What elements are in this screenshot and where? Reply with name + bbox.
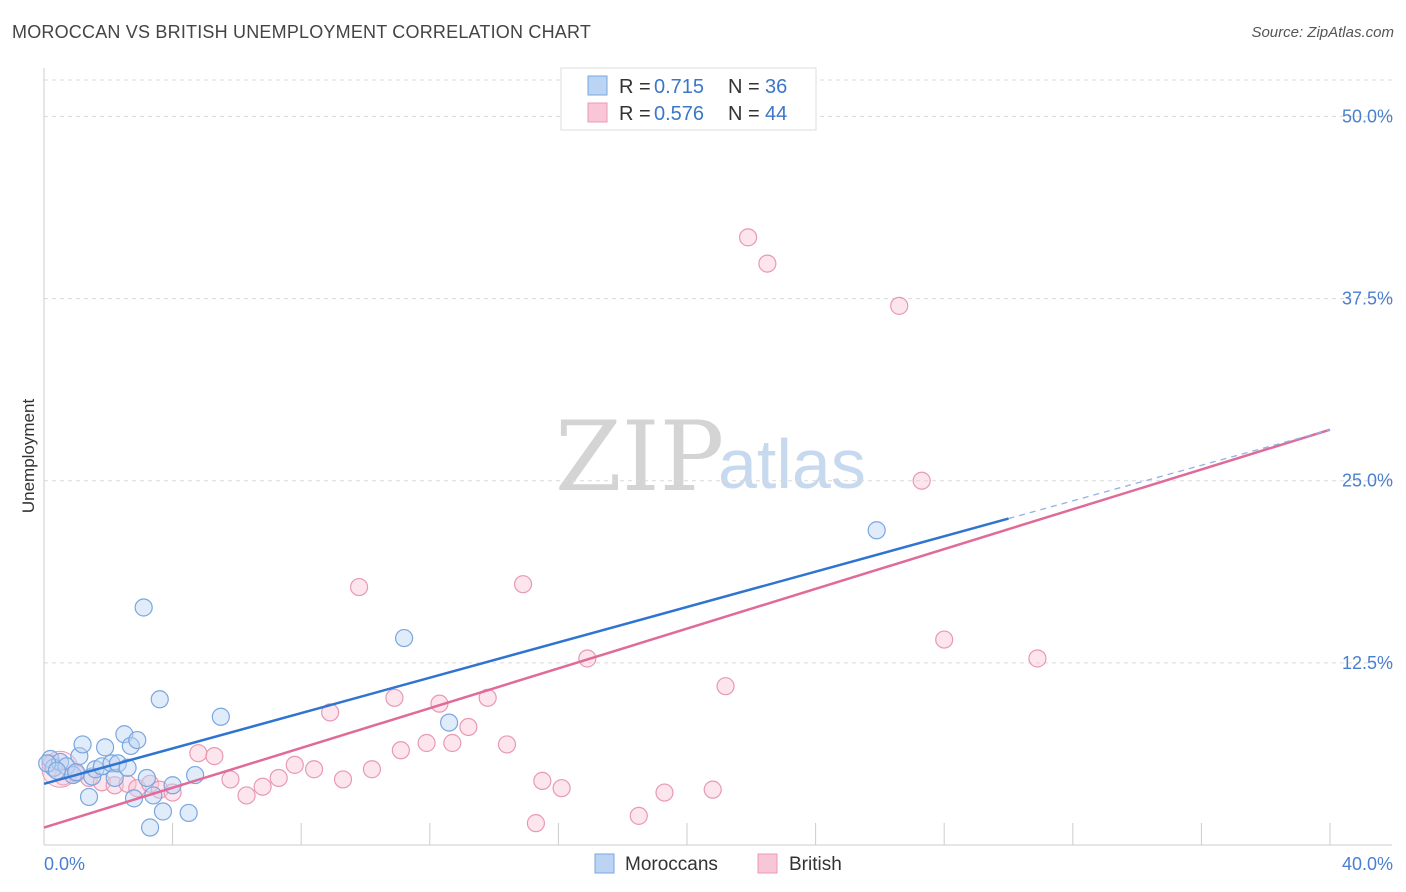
moroccans-point-28 <box>179 803 198 823</box>
legend-swatch-british <box>587 102 608 123</box>
bottom-legend: Moroccans British <box>594 853 842 875</box>
british-point-13 <box>221 770 240 789</box>
british-point-16 <box>269 768 288 788</box>
moroccans-point-31 <box>394 628 414 648</box>
legend-n-british: 44 <box>765 103 787 125</box>
british-point-38 <box>703 780 722 799</box>
british-point-23 <box>385 688 404 707</box>
chart-source: Source: ZipAtlas.com <box>1251 24 1394 41</box>
moroccans-point-21 <box>134 598 153 617</box>
british-point-33 <box>533 771 552 790</box>
british-point-25 <box>417 733 436 753</box>
moroccans-point-14 <box>105 768 124 788</box>
british-point-44 <box>935 630 954 649</box>
british-point-22 <box>362 760 382 779</box>
y-tick-labels: 12.5% 25.0% 37.5% 50.0% <box>1342 106 1393 672</box>
british-point-11 <box>189 744 208 763</box>
y-tick-label-0: 12.5% <box>1342 653 1393 673</box>
british-point-21 <box>349 577 369 597</box>
watermark-atlas: atlas <box>718 425 866 503</box>
british-point-37 <box>655 783 674 802</box>
moroccans-point-20 <box>128 730 147 750</box>
x-tick-min: 0.0% <box>44 854 85 874</box>
bottom-legend-swatch-moroccans <box>594 853 615 874</box>
british-point-30 <box>497 735 517 754</box>
moroccans-point-32 <box>439 713 459 732</box>
moroccans-trend-extension <box>1008 429 1331 520</box>
british-point-8 <box>140 774 160 793</box>
moroccans-point-8 <box>79 787 99 807</box>
moroccans-point-26 <box>153 802 173 821</box>
moroccans-point-33 <box>867 521 886 540</box>
british-point-36 <box>629 806 648 825</box>
y-tick-label-3: 50.0% <box>1342 106 1393 126</box>
bottom-legend-moroccans: Moroccans <box>625 854 718 875</box>
british-point-41 <box>758 254 777 273</box>
moroccans-point-6 <box>70 747 89 766</box>
moroccans-point-12 <box>95 738 115 757</box>
legend: R = 0.715 N = 36 R = 0.576 N = 44 <box>560 67 817 131</box>
british-point-45 <box>1028 649 1047 668</box>
x-tick-max: 40.0% <box>1342 854 1393 874</box>
moroccans-point-23 <box>140 818 160 837</box>
british-trend-line <box>43 428 1331 829</box>
british-point-18 <box>304 760 324 779</box>
moroccans-point-34 <box>38 754 57 773</box>
legend-r-label-british: R = <box>619 103 651 125</box>
legend-r-label-moroccans: R = <box>619 76 651 98</box>
moroccans-point-35 <box>47 761 66 780</box>
bottom-legend-swatch-british <box>757 853 778 874</box>
british-point-12 <box>205 747 224 766</box>
moroccans-point-22 <box>137 768 156 788</box>
legend-n-moroccans: 36 <box>765 76 787 98</box>
gridlines <box>44 79 1392 664</box>
series-british <box>41 228 1047 833</box>
british-point-32 <box>526 814 545 833</box>
chart-title: MOROCCAN VS BRITISH UNEMPLOYMENT CORRELA… <box>12 22 592 42</box>
legend-n-label-british: N = <box>728 103 760 125</box>
legend-swatch-moroccans <box>587 75 608 96</box>
moroccans-point-17 <box>118 758 137 777</box>
british-point-15 <box>253 777 272 796</box>
y-axis-label: Unemployment <box>19 399 38 514</box>
moroccans-point-30 <box>211 707 230 726</box>
y-tick-label-2: 37.5% <box>1342 289 1393 309</box>
trend-lines <box>43 428 1331 829</box>
british-point-39 <box>716 677 735 696</box>
legend-n-label-moroccans: N = <box>728 76 760 98</box>
moroccans-point-25 <box>150 690 169 709</box>
british-point-42 <box>890 296 909 315</box>
british-point-14 <box>237 786 256 805</box>
british-point-24 <box>391 741 410 760</box>
british-point-17 <box>285 755 304 774</box>
legend-r-moroccans: 0.715 <box>654 76 704 98</box>
y-tick-label-1: 25.0% <box>1342 471 1393 491</box>
bottom-legend-british: British <box>789 854 842 875</box>
moroccans-trend-line <box>43 517 1009 786</box>
british-point-28 <box>459 717 478 737</box>
watermark-zip: ZIP <box>555 401 724 513</box>
british-point-31 <box>513 575 533 594</box>
british-point-40 <box>738 228 758 247</box>
british-point-34 <box>552 779 571 798</box>
british-point-43 <box>912 471 931 490</box>
moroccans-point-7 <box>73 735 92 754</box>
british-point-27 <box>443 733 462 753</box>
british-point-20 <box>333 770 353 789</box>
legend-r-british: 0.576 <box>654 103 704 125</box>
